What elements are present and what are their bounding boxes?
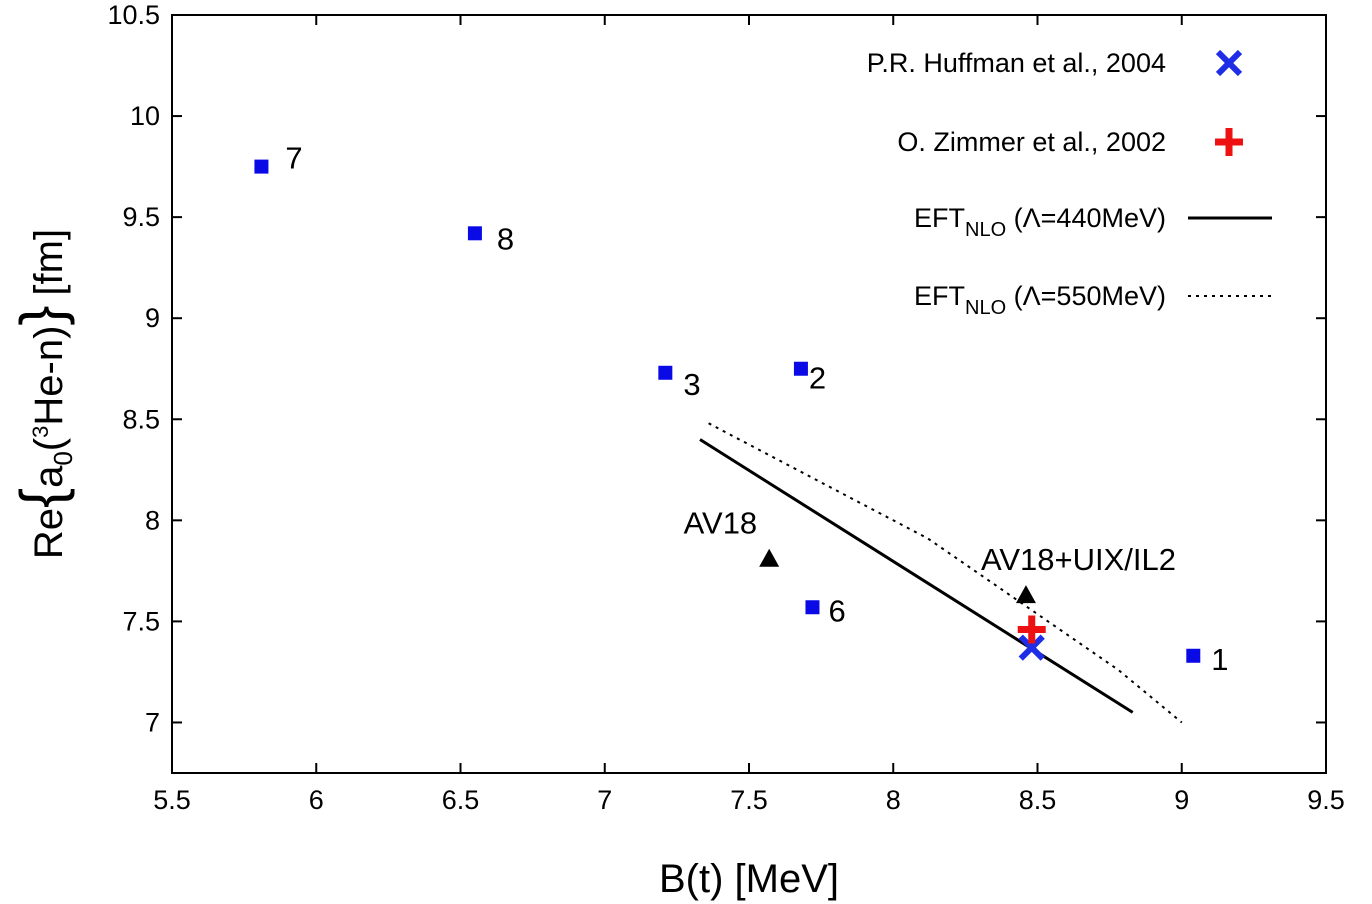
eft-curve-1 xyxy=(699,438,1134,714)
legend: P.R. Huffman et al., 2004 O. Zimmer et al… xyxy=(867,48,1272,319)
calc-point-label-2: 2 xyxy=(809,361,826,396)
x-tick-label: 8.5 xyxy=(1019,785,1057,815)
legend-entry-label: EFTNLO (Λ=550MeV) xyxy=(914,281,1166,319)
x-tick-label: 6 xyxy=(309,785,324,815)
y-axis-title-open: ( xyxy=(27,437,71,451)
y-tick-label: 8 xyxy=(145,505,160,535)
legend-name-rest: (Λ=550MeV) xyxy=(1006,281,1166,311)
y-tick-label: 8.5 xyxy=(122,404,160,434)
x-axis-title: B(t) [MeV] xyxy=(659,857,839,901)
experiment-marker-1 xyxy=(1018,634,1045,661)
eft-curve-2 xyxy=(708,422,1183,724)
theory-curves xyxy=(699,422,1183,724)
calc-point-label-8: 8 xyxy=(497,221,514,256)
legend-name-rest: (Λ=440MeV) xyxy=(1006,203,1166,233)
y-tick-label: 10.5 xyxy=(107,0,160,30)
calc-point-label-6: 6 xyxy=(828,593,845,628)
y-tick-label: 9 xyxy=(145,303,160,333)
x-tick-label: 5.5 xyxy=(153,785,191,815)
x-tick-label: 7 xyxy=(597,785,612,815)
calc-point-6 xyxy=(805,600,820,615)
axis-ticks: 5.5 6 6.5 7 7.5 8 8.5 9 9.5 7 7.5 8 8.5 9 9.5 10 10.5 xyxy=(107,0,1344,815)
calc-point-8 xyxy=(467,226,482,241)
calc-point-label-1: 1 xyxy=(1211,642,1228,677)
x-tick-label: 8 xyxy=(886,785,901,815)
legend-entry-label: P.R. Huffman et al., 2004 xyxy=(867,48,1166,78)
y-tick-label: 7.5 xyxy=(122,606,160,636)
calc-point-label-3: 3 xyxy=(683,367,700,402)
calc-point-7 xyxy=(254,159,269,174)
calc-point-3 xyxy=(658,365,673,380)
legend-symbol-x-stroke-b xyxy=(1215,49,1243,77)
y-tick-label: 7 xyxy=(145,707,160,737)
legend-symbol-plus xyxy=(1215,128,1243,156)
y-axis-title-prefix: Re xyxy=(27,508,71,559)
legend-symbol-x xyxy=(1215,49,1243,77)
data-points: 7 8 3 2 6 1 AV18 AV18+UIX/IL2 xyxy=(254,141,1229,677)
model-label-2: AV18+UIX/IL2 xyxy=(981,542,1176,577)
y-tick-label: 9.5 xyxy=(122,202,160,232)
y-axis-title: Re{a0(3He-n)} [fm] xyxy=(8,229,78,559)
y-axis-title-brace-close: } xyxy=(8,306,75,326)
experiment-marker-1-stroke-b xyxy=(1018,634,1045,661)
legend-name-sub: NLO xyxy=(965,219,1006,241)
y-axis-title-brace-open: { xyxy=(8,488,75,508)
y-axis-title-mid: He-n) xyxy=(27,326,71,426)
legend-name-main: EFT xyxy=(914,203,965,233)
legend-name-sub: NLO xyxy=(965,297,1006,319)
calc-point-2 xyxy=(793,361,808,376)
x-tick-label: 9 xyxy=(1174,785,1189,815)
y-axis-title-sup: 3 xyxy=(28,426,53,438)
legend-entry-label: EFTNLO (Λ=440MeV) xyxy=(914,203,1166,241)
x-tick-label: 7.5 xyxy=(730,785,768,815)
x-tick-label: 9.5 xyxy=(1307,785,1345,815)
model-label-1: AV18 xyxy=(684,506,758,541)
calc-point-1 xyxy=(1186,648,1201,663)
calc-point-label-7: 7 xyxy=(285,141,302,176)
y-axis-title-a: a xyxy=(27,465,71,488)
x-tick-label: 6.5 xyxy=(442,785,480,815)
y-axis-title-sub: 0 xyxy=(48,451,78,465)
y-tick-label: 10 xyxy=(130,101,160,131)
y-axis-title-unit: [fm] xyxy=(27,229,71,296)
model-triangle-2 xyxy=(1015,585,1036,604)
experiment-marker-2 xyxy=(1017,615,1046,644)
legend-name-main: EFT xyxy=(914,281,965,311)
model-triangle-1 xyxy=(759,548,780,567)
legend-entry-label: O. Zimmer et al., 2002 xyxy=(897,127,1166,157)
